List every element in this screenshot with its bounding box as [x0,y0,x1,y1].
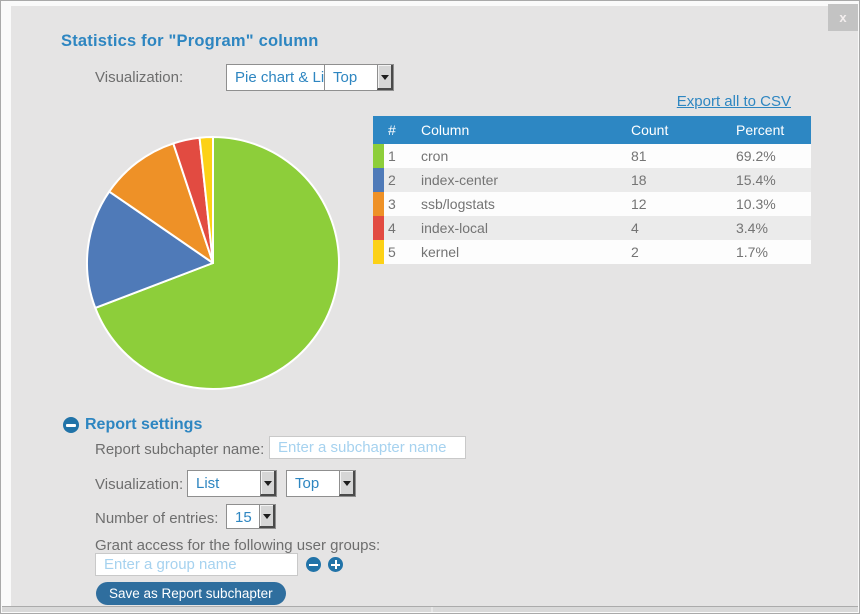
save-report-subchapter-button[interactable]: Save as Report subchapter [96,582,286,605]
chevron-down-icon[interactable] [377,65,393,90]
table-row: 4 index-local 4 3.4% [373,216,811,240]
row-percent: 15.4% [736,172,776,188]
export-link-wrap: Export all to CSV [631,93,791,111]
row-percent: 1.7% [736,244,768,260]
statistics-dialog: Statistics for "Program" column Visualiz… [11,6,858,609]
header-rank: # [388,122,396,138]
collapse-minus-icon[interactable] [63,417,79,433]
table-header-row: # Column Count Percent [373,116,811,144]
row-column-name: ssb/logstats [421,196,495,212]
entries-label: Number of entries: [95,510,219,527]
pie-slice-kernel [198,136,214,264]
row-percent: 69.2% [736,148,776,164]
row-column-name: cron [421,148,449,164]
stats-table-body: 1 cron 81 69.2% 2 index-center 18 15.4% 3 ssb/log… [373,144,811,264]
top-select[interactable]: Top [324,64,394,91]
top-select-value: Top [333,69,358,86]
row-column-name: index-center [421,172,499,188]
add-group-icon[interactable] [328,557,343,572]
row-color-swatch [373,192,384,216]
row-count: 18 [631,172,647,188]
header-column: Column [421,122,470,138]
pie-slice-cron [94,136,340,390]
table-row: 3 ssb/logstats 12 10.3% [373,192,811,216]
report-top-value: Top [295,475,320,492]
row-rank: 5 [388,244,396,260]
statistics-table: # Column Count Percent 1 cron 81 69.2% 2 inde… [373,116,811,264]
dialog-title: Statistics for "Program" column [61,32,319,50]
chevron-down-icon[interactable] [339,471,355,496]
row-rank: 2 [388,172,396,188]
header-swatch-spacer [373,116,384,144]
row-count: 4 [631,220,639,236]
report-visualization-label: Visualization: [95,476,184,493]
report-settings-heading: Report settings [85,416,203,433]
visualization-select-value: Pie chart & List [235,69,331,86]
row-rank: 4 [388,220,396,236]
row-percent: 3.4% [736,220,768,236]
visualization-label: Visualization: [95,69,184,86]
row-color-swatch [373,216,384,240]
report-settings-toggle[interactable]: Report settings [63,416,202,434]
header-count: Count [631,122,669,138]
entries-select-value: 15 [235,509,252,526]
row-column-name: index-local [421,220,488,236]
row-rank: 3 [388,196,396,212]
group-name-input[interactable] [95,553,298,576]
pie-chart [86,136,340,390]
grant-access-label: Grant access for the following user grou… [95,537,381,554]
close-icon[interactable]: x [828,4,858,31]
header-percent: Percent [736,122,785,138]
row-color-swatch [373,144,384,168]
row-count: 12 [631,196,647,212]
entries-select[interactable]: 15 [226,504,276,529]
export-csv-link[interactable]: Export all to CSV [676,93,791,110]
report-visualization-select[interactable]: List [187,470,277,497]
chevron-down-icon[interactable] [260,471,276,496]
row-color-swatch [373,168,384,192]
row-percent: 10.3% [736,196,776,212]
report-visualization-value: List [196,475,220,492]
chevron-down-icon[interactable] [259,505,275,528]
remove-group-icon[interactable] [306,557,321,572]
row-color-swatch [373,240,384,264]
table-row: 1 cron 81 69.2% [373,144,811,168]
report-top-select[interactable]: Top [286,470,356,497]
row-count: 81 [631,148,647,164]
row-rank: 1 [388,148,396,164]
pie-slice-ssb-logstats [108,142,214,264]
table-row: 2 index-center 18 15.4% [373,168,811,192]
subchapter-name-input[interactable] [269,436,466,459]
row-column-name: kernel [421,244,460,260]
pie-slice-index-center [86,190,214,309]
subchapter-name-label: Report subchapter name: [95,441,265,458]
row-count: 2 [631,244,639,260]
background-page-edge [2,606,858,612]
table-row: 5 kernel 2 1.7% [373,240,811,264]
